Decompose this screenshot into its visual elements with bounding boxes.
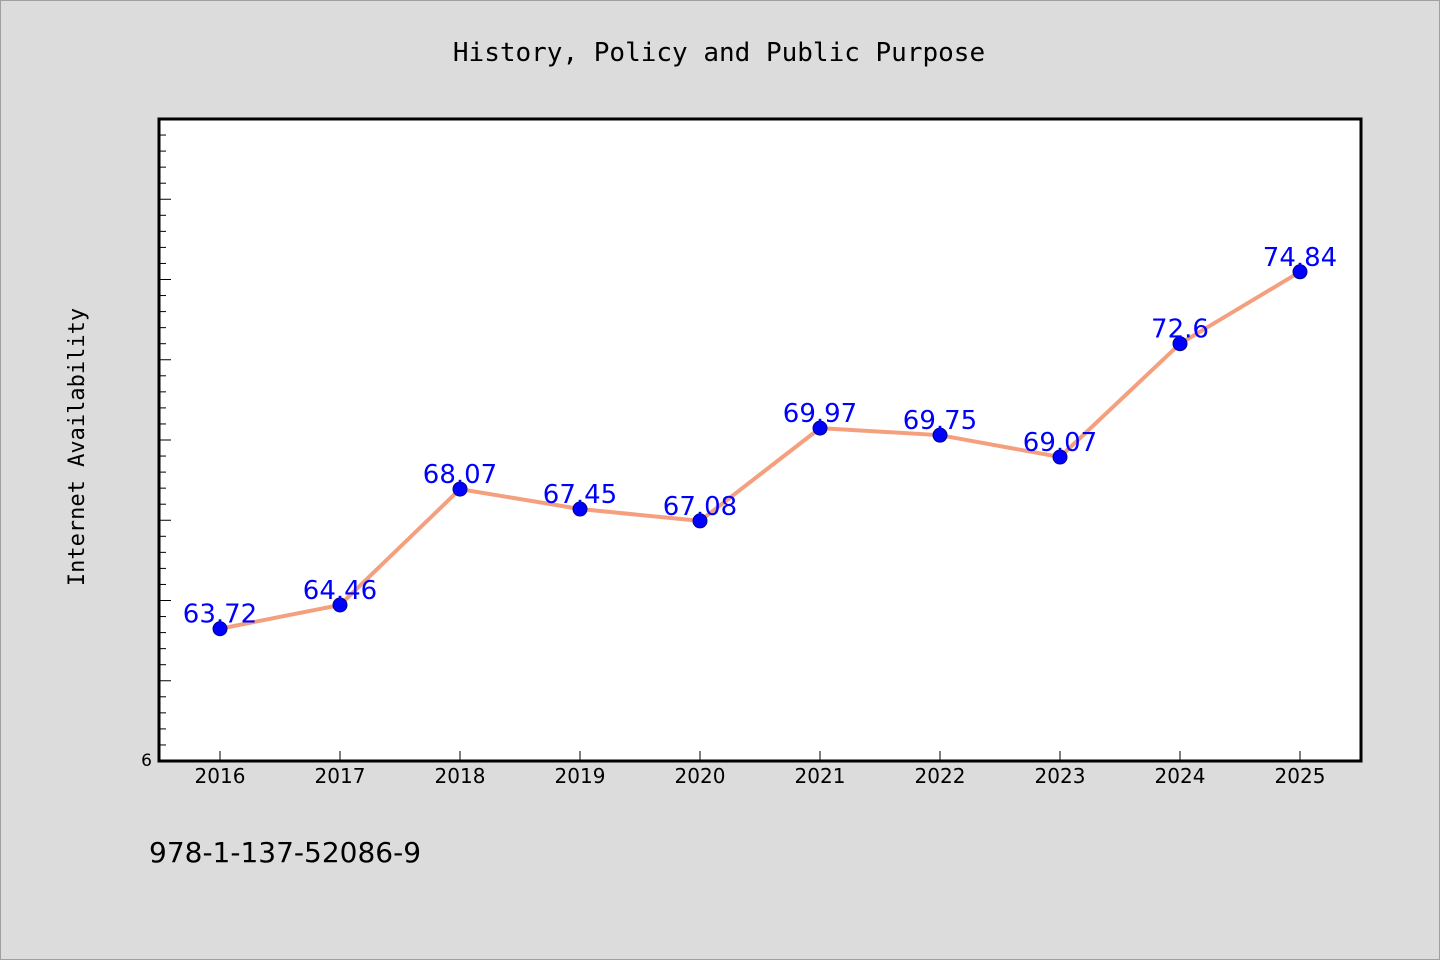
data-label: 68.07 <box>423 460 497 490</box>
data-label: 67.08 <box>663 492 737 522</box>
x-tick-label: 2025 <box>1275 764 1326 788</box>
data-point <box>1172 336 1188 352</box>
x-tick-label: 2016 <box>195 764 246 788</box>
y-tick-label: 6 <box>141 751 152 771</box>
x-tick-label: 2018 <box>435 764 486 788</box>
data-point <box>332 597 348 613</box>
x-tick-label: 2023 <box>1035 764 1086 788</box>
data-label: 64.46 <box>303 576 377 606</box>
series-line <box>218 269 1302 631</box>
chart-title: History, Policy and Public Purpose <box>453 38 985 68</box>
data-point <box>212 621 228 637</box>
y-axis-label: Internet Availability <box>65 308 90 586</box>
data-label: 74.84 <box>1263 243 1337 273</box>
x-tick-label: 2017 <box>315 764 366 788</box>
y-axis-ticks <box>159 134 171 762</box>
data-label: 69.75 <box>903 406 977 436</box>
data-label: 63.72 <box>183 600 257 630</box>
x-tick-label: 2021 <box>795 764 846 788</box>
data-point <box>812 420 828 436</box>
data-label: 69.07 <box>1023 428 1097 458</box>
data-point <box>932 427 948 443</box>
data-point <box>452 481 468 497</box>
x-tick-label: 2019 <box>555 764 606 788</box>
data-point <box>692 513 708 529</box>
data-point <box>1052 449 1068 465</box>
x-tick-label: 2022 <box>915 764 966 788</box>
isbn-label: 978-1-137-52086-9 <box>149 836 421 869</box>
x-axis: 2016 2017 2018 2019 2020 2021 2022 2023 2024 2025 <box>195 751 1326 788</box>
x-tick-label: 2024 <box>1155 764 1206 788</box>
data-label: 69.97 <box>783 399 857 429</box>
data-point <box>572 501 588 517</box>
data-point <box>1292 264 1308 280</box>
x-tick-label: 2020 <box>675 764 726 788</box>
data-label: 67.45 <box>543 480 617 510</box>
plot-area <box>157 117 1363 763</box>
series-line-group: 63.72 64.46 68.07 67.45 67.08 69.97 69.75 69.07… <box>183 243 1337 637</box>
data-label: 72.6 <box>1151 315 1209 345</box>
